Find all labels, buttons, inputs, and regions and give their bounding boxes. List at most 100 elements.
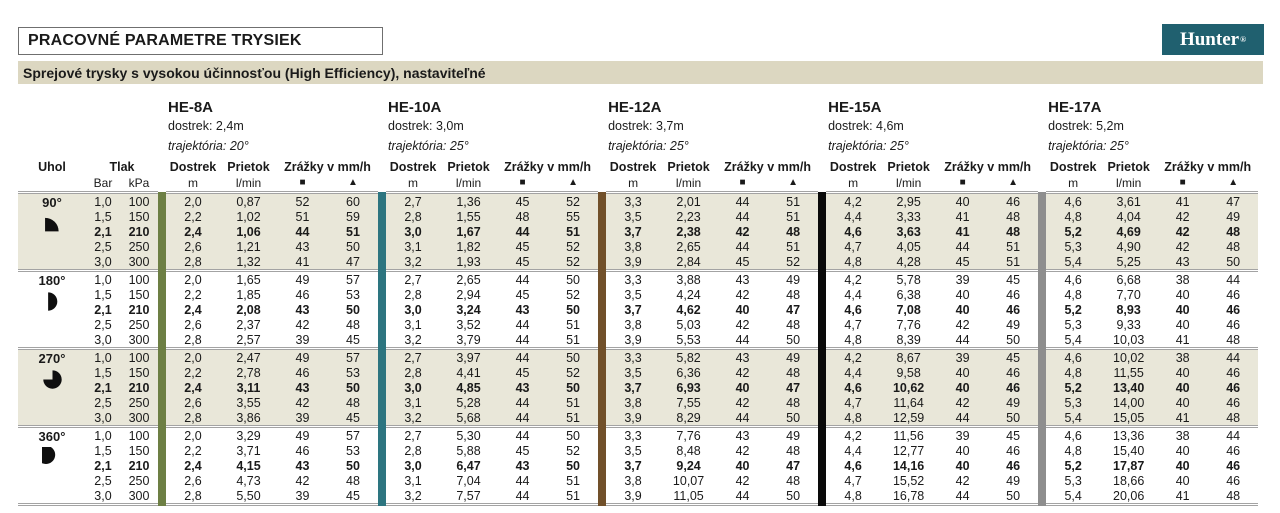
data-cell: 41 xyxy=(1175,194,1190,209)
pressure-kpa-value: 250 xyxy=(128,317,150,332)
group-separator xyxy=(826,191,1039,194)
nozzle-trajectory: trajektória: 25° xyxy=(1048,139,1129,153)
data-cell: 2,8 xyxy=(184,332,202,347)
data-cell: 1,82 xyxy=(456,239,481,254)
color-bar xyxy=(1038,193,1047,209)
precipitation-column-header: Zrážky v mm/h xyxy=(284,160,371,174)
header-spacer xyxy=(598,156,606,174)
data-cell: 1,21 xyxy=(236,239,261,254)
data-cell: 45 xyxy=(515,254,530,269)
header-spacer xyxy=(818,174,826,192)
data-cell: 40 xyxy=(735,302,750,317)
data-cell: 50 xyxy=(786,488,801,503)
data-cell: 48 xyxy=(786,224,801,239)
color-bar xyxy=(818,503,827,506)
data-cell: 4,04 xyxy=(1116,209,1141,224)
data-cell: 5,2 xyxy=(1064,224,1082,239)
pressure-kpa-value: 210 xyxy=(128,458,150,473)
data-cell: 7,70 xyxy=(1116,287,1141,302)
data-cell: 46 xyxy=(1006,287,1021,302)
flow-unit-label: l/min xyxy=(895,175,922,190)
data-cell: 40 xyxy=(1175,473,1190,488)
color-bar xyxy=(818,443,827,458)
data-cell: 52 xyxy=(566,239,580,254)
data-cell: 48 xyxy=(346,395,360,410)
data-cell: 43 xyxy=(515,458,530,473)
header-spacer xyxy=(378,156,386,174)
pressure-bar-value: 3,0 xyxy=(94,254,112,269)
data-cell: 40 xyxy=(955,443,970,458)
angle-label: 180° xyxy=(38,273,66,288)
pressure-kpa-value: 300 xyxy=(128,254,150,269)
data-cell: 5,88 xyxy=(456,443,481,458)
data-cell: 45 xyxy=(515,194,530,209)
triangle-symbol: ▲ xyxy=(348,177,358,188)
color-bar xyxy=(598,473,607,488)
data-cell: 48 xyxy=(1226,224,1241,239)
color-bar xyxy=(1038,347,1047,350)
group-separator xyxy=(606,503,819,506)
data-cell: 42 xyxy=(1175,209,1190,224)
data-cell: 3,2 xyxy=(404,254,422,269)
color-bar xyxy=(1038,380,1047,395)
data-cell: 2,4 xyxy=(184,224,202,239)
data-cell: 6,38 xyxy=(896,287,921,302)
flow-unit-label: l/min xyxy=(455,175,482,190)
color-bar xyxy=(378,271,387,287)
color-bar xyxy=(818,302,827,317)
data-cell: 4,7 xyxy=(844,239,862,254)
square-symbol: ■ xyxy=(519,177,526,188)
data-cell: 1,55 xyxy=(456,209,481,224)
data-cell: 42 xyxy=(735,473,750,488)
color-bar xyxy=(158,473,166,488)
data-cell: 2,7 xyxy=(404,272,422,287)
data-cell: 44 xyxy=(735,209,750,224)
data-cell: 3,9 xyxy=(624,488,642,503)
group-separator xyxy=(1046,347,1259,350)
color-bar xyxy=(1038,349,1047,365)
data-cell: 43 xyxy=(295,458,310,473)
group-separator xyxy=(18,347,158,350)
color-bar xyxy=(1038,473,1047,488)
color-bar xyxy=(158,332,166,348)
triangle-symbol: ▲ xyxy=(568,177,578,188)
data-cell: 44 xyxy=(515,410,530,425)
data-cell: 47 xyxy=(786,302,801,317)
three-quarter-circle-icon xyxy=(18,369,86,390)
data-cell: 15,40 xyxy=(1113,443,1145,458)
nozzle-trajectory: trajektória: 25° xyxy=(828,139,909,153)
color-bar xyxy=(378,254,387,270)
range-column-header: Dostrek xyxy=(389,160,437,174)
color-bar xyxy=(378,380,387,395)
angle-label: 360° xyxy=(38,429,66,444)
color-bar xyxy=(378,427,387,443)
data-cell: 43 xyxy=(1175,254,1190,269)
data-cell: 46 xyxy=(1226,473,1241,488)
data-cell: 50 xyxy=(566,458,580,473)
header-spacer xyxy=(1038,91,1046,156)
nozzle-range: dostrek: 3,7m xyxy=(608,119,684,133)
data-cell: 5,3 xyxy=(1064,473,1082,488)
data-cell: 39 xyxy=(955,350,970,365)
data-cell: 44 xyxy=(735,410,750,425)
data-cell: 4,8 xyxy=(844,332,862,347)
data-cell: 4,6 xyxy=(844,380,862,395)
color-bar xyxy=(378,193,387,209)
data-cell: 14,00 xyxy=(1113,395,1145,410)
data-cell: 41 xyxy=(1175,410,1190,425)
data-cell: 52 xyxy=(786,254,801,269)
data-cell: 4,8 xyxy=(1064,287,1082,302)
data-cell: 49 xyxy=(295,428,310,443)
color-bar xyxy=(818,239,827,254)
data-cell: 50 xyxy=(346,302,360,317)
data-cell: 1,65 xyxy=(236,272,261,287)
data-cell: 57 xyxy=(346,350,360,365)
data-cell: 6,68 xyxy=(1116,272,1141,287)
data-cell: 46 xyxy=(295,287,310,302)
data-cell: 3,9 xyxy=(624,332,642,347)
color-bar xyxy=(1038,317,1047,332)
kpa-unit-label: kPa xyxy=(128,175,150,190)
nozzle-name: HE-12A xyxy=(608,99,662,116)
data-cell: 8,48 xyxy=(676,443,701,458)
data-cell: 3,5 xyxy=(624,443,642,458)
